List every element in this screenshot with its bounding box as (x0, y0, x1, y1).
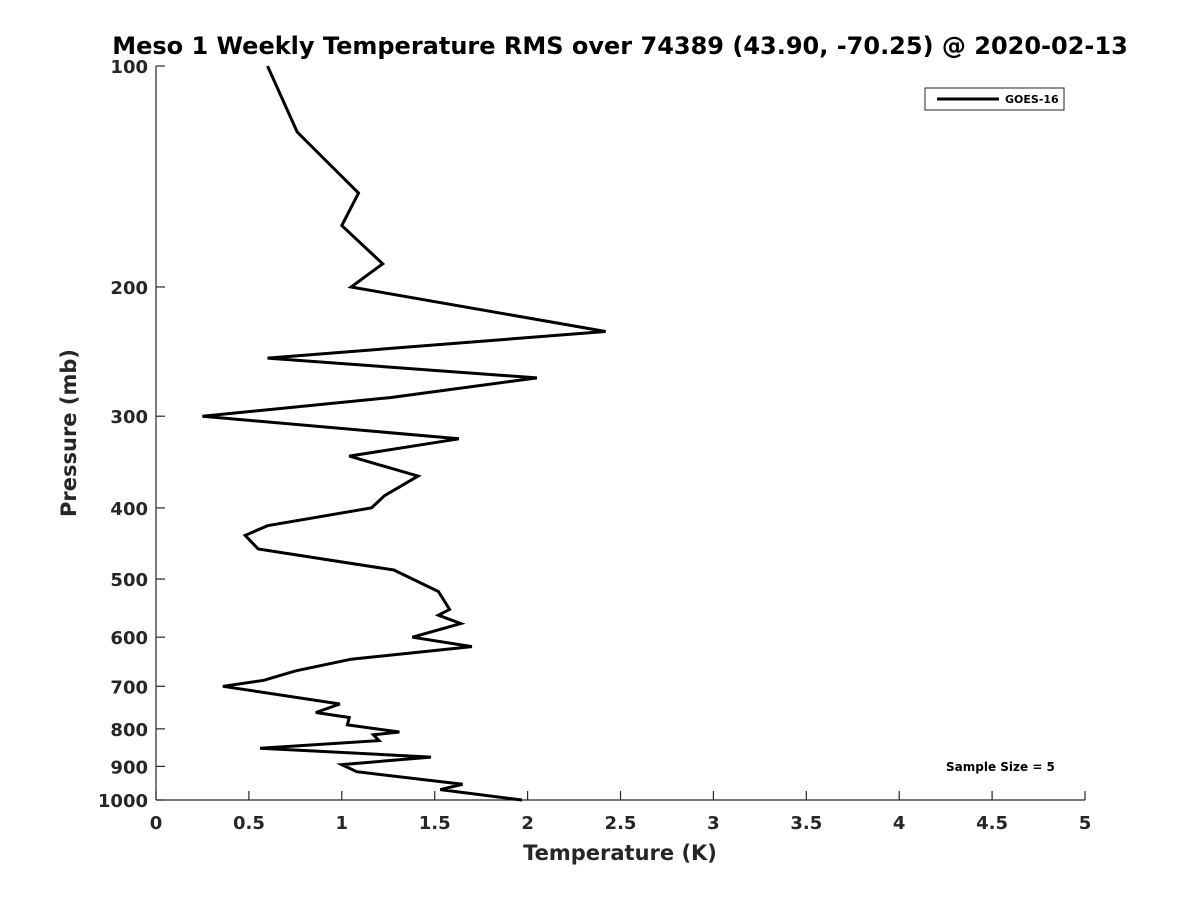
x-tick-label: 5 (1079, 813, 1092, 834)
x-tick-label: 0.5 (233, 813, 265, 834)
y-tick-label: 1000 (98, 791, 148, 812)
x-tick-label: 3 (707, 813, 720, 834)
legend-entry-goes-16: GOES-16 (1005, 93, 1059, 106)
y-tick-label: 100 (110, 57, 148, 78)
chart-title: Meso 1 Weekly Temperature RMS over 74389… (112, 32, 1128, 60)
y-tick-label: 300 (110, 407, 148, 428)
y-axis-label: Pressure (mb) (57, 349, 81, 517)
x-tick-label: 0 (150, 813, 163, 834)
x-tick-label: 3.5 (790, 813, 822, 834)
x-ticks: 0 0.5 1 1.5 2 2.5 3 3.5 4 4.5 5 (150, 791, 1092, 834)
sample-size-annotation: Sample Size = 5 (946, 760, 1055, 774)
y-tick-label: 600 (110, 628, 148, 649)
x-tick-label: 1 (336, 813, 349, 834)
series-line-goes-16 (202, 65, 606, 802)
x-tick-label: 2 (521, 813, 534, 834)
y-ticks: 100 200 300 400 500 600 700 800 900 1000 (98, 57, 165, 812)
x-tick-label: 4.5 (976, 813, 1008, 834)
y-tick-label: 900 (110, 757, 148, 778)
x-tick-label: 2.5 (605, 813, 637, 834)
x-axis-label: Temperature (K) (523, 841, 717, 865)
x-tick-label: 1.5 (419, 813, 451, 834)
legend: GOES-16 (924, 87, 1065, 111)
y-tick-label: 500 (110, 570, 148, 591)
y-tick-label: 200 (110, 278, 148, 299)
x-tick-label: 4 (893, 813, 906, 834)
y-tick-label: 700 (110, 677, 148, 698)
y-tick-label: 400 (110, 499, 148, 520)
plot-axes (155, 66, 1085, 801)
y-tick-label: 800 (110, 720, 148, 741)
